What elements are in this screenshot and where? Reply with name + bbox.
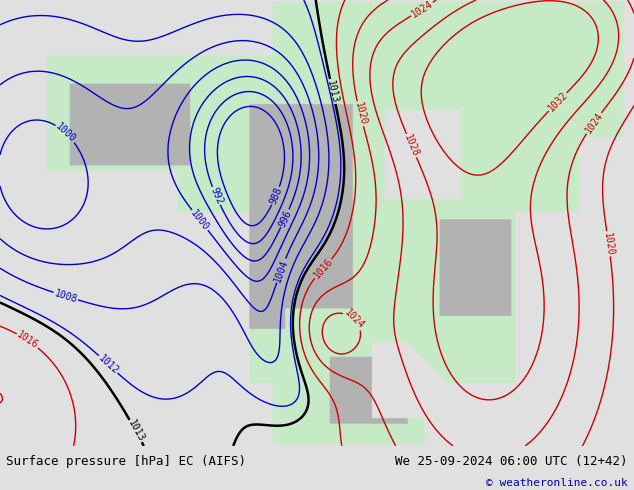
- Text: 1012: 1012: [96, 353, 120, 376]
- Text: 1004: 1004: [272, 258, 290, 283]
- Text: 1016: 1016: [15, 330, 40, 351]
- Text: We 25-09-2024 06:00 UTC (12+42): We 25-09-2024 06:00 UTC (12+42): [395, 455, 628, 468]
- Text: 1024: 1024: [342, 308, 366, 331]
- Text: 1024: 1024: [410, 0, 434, 20]
- Text: 1024: 1024: [583, 111, 605, 136]
- Text: 1028: 1028: [402, 133, 420, 158]
- Text: 1016: 1016: [311, 257, 335, 281]
- Text: 1008: 1008: [53, 288, 79, 304]
- Text: 988: 988: [268, 186, 284, 206]
- Text: 1013: 1013: [126, 418, 146, 443]
- Text: 1020: 1020: [602, 231, 615, 256]
- Text: 1000: 1000: [189, 208, 211, 232]
- Text: 992: 992: [208, 186, 224, 206]
- Text: Surface pressure [hPa] EC (AIFS): Surface pressure [hPa] EC (AIFS): [6, 455, 247, 468]
- Text: © weatheronline.co.uk: © weatheronline.co.uk: [486, 478, 628, 489]
- Text: 996: 996: [276, 208, 293, 228]
- Text: 1020: 1020: [353, 101, 368, 126]
- Text: 1032: 1032: [546, 90, 569, 114]
- Text: 1000: 1000: [54, 122, 78, 145]
- Text: 1013: 1013: [325, 79, 340, 104]
